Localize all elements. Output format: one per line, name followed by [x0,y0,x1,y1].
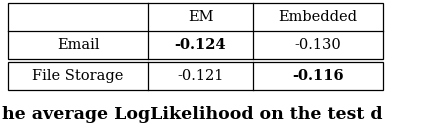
Bar [8,3,383,59]
Text: Email: Email [57,38,99,52]
Text: -0.130: -0.130 [295,38,341,52]
Text: File Storage: File Storage [32,69,124,83]
Text: -0.121: -0.121 [178,69,224,83]
Text: Embedded: Embedded [278,10,358,24]
Text: he average LogLikelihood on the test d: he average LogLikelihood on the test d [2,106,383,123]
Text: -0.124: -0.124 [175,38,226,52]
Text: EM: EM [188,10,213,24]
Bar [8,62,383,90]
Text: -0.116: -0.116 [292,69,344,83]
